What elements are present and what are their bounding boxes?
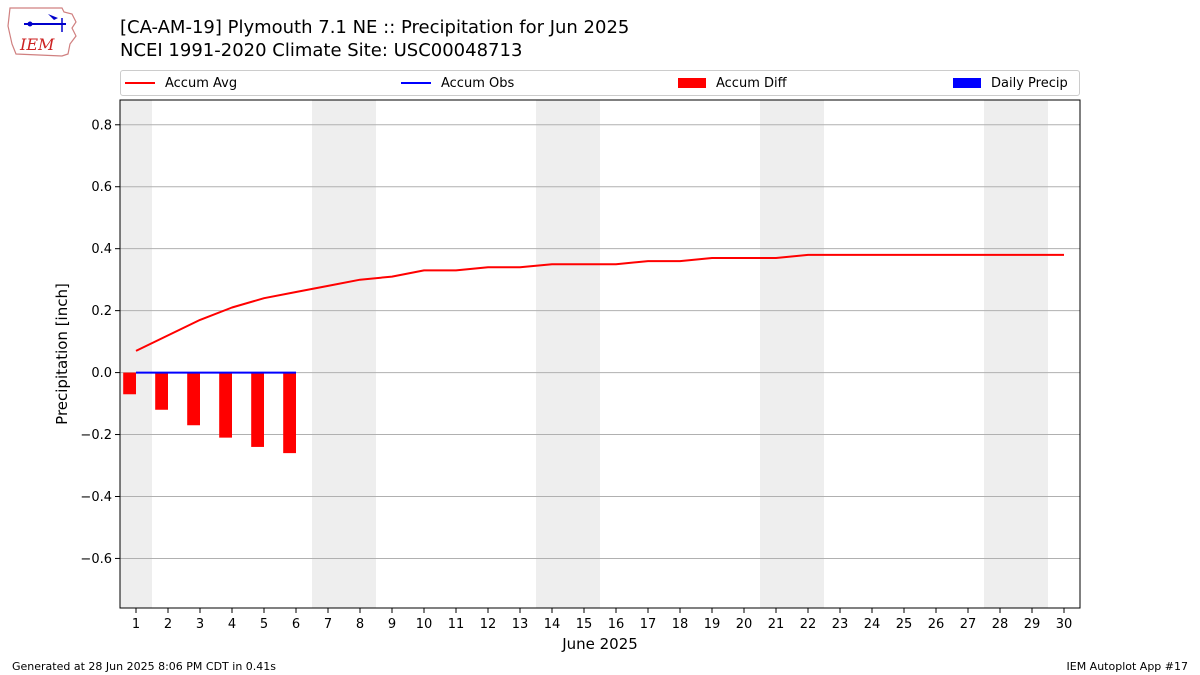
x-tick-label: 14 [544, 617, 561, 632]
x-tick-label: 11 [448, 617, 465, 632]
weekend-shading [120, 100, 1048, 608]
legend-label-accum-obs: Accum Obs [441, 75, 515, 91]
x-tick-label: 22 [800, 617, 817, 632]
bar-accum-diff [219, 372, 232, 438]
x-tick-label: 2 [164, 617, 172, 632]
x-tick-label: 19 [704, 617, 721, 632]
weekend-band [984, 100, 1048, 608]
legend-label-accum-avg: Accum Avg [165, 75, 238, 91]
x-tick-label: 17 [640, 617, 657, 632]
y-tick-label: 0.8 [91, 118, 112, 133]
chart-title: [CA-AM-19] Plymouth 7.1 NE :: Precipitat… [120, 17, 630, 38]
plot-frame [119, 99, 1081, 609]
iem-logo: IEM [7, 7, 77, 57]
x-axis-ticks: 1 2 3 4 5 6 7 8 9 10 11 12 13 14 15 16 17 18 19 20 21 22 23 24 2… [132, 608, 1072, 632]
y-tick-label: −0.4 [80, 490, 112, 505]
x-tick-label: 9 [388, 617, 396, 632]
bar-accum-diff [187, 372, 200, 426]
weekend-band [120, 100, 152, 608]
bar-accum-diff [283, 372, 296, 454]
legend-swatch-accum-diff [678, 78, 706, 88]
x-tick-label: 30 [1056, 617, 1073, 632]
legend-item-accum-obs: Accum Obs [401, 74, 514, 92]
line-series [135, 253, 1064, 374]
x-tick-label: 10 [416, 617, 433, 632]
x-tick-label: 18 [672, 617, 689, 632]
x-tick-label: 16 [608, 617, 625, 632]
legend-swatch-daily-precip [953, 78, 981, 88]
x-tick-label: 6 [292, 617, 300, 632]
legend-item-accum-avg: Accum Avg [125, 74, 237, 92]
y-axis-label: Precipitation [inch] [53, 283, 71, 425]
logo-text: IEM [19, 35, 55, 54]
y-axis-ticks: −0.6 −0.4 −0.2 0.0 0.2 0.4 0.6 0.8 [80, 118, 120, 567]
x-tick-label: 21 [768, 617, 785, 632]
legend-item-accum-diff: Accum Diff [678, 74, 787, 92]
x-tick-label: 5 [260, 617, 268, 632]
legend-label-accum-diff: Accum Diff [716, 75, 787, 91]
x-axis-label: June 2025 [561, 635, 638, 653]
weekend-band [536, 100, 600, 608]
legend-swatch-accum-obs [401, 82, 431, 84]
x-tick-label: 24 [864, 617, 881, 632]
x-tick-label: 1 [132, 617, 140, 632]
y-tick-label: 0.0 [91, 366, 112, 381]
y-tick-label: −0.6 [80, 552, 112, 567]
legend-item-daily-precip: Daily Precip [953, 74, 1068, 92]
line-accum-avg [135, 253, 1064, 352]
legend: Accum Avg Accum Obs Accum Diff Daily Pre… [120, 70, 1080, 96]
app-credit: IEM Autoplot App #17 [1066, 660, 1189, 673]
x-tick-label: 13 [512, 617, 529, 632]
x-tick-label: 8 [356, 617, 364, 632]
y-tick-label: 0.2 [91, 304, 112, 319]
weekend-band [312, 100, 376, 608]
generated-timestamp: Generated at 28 Jun 2025 8:06 PM CDT in … [12, 660, 277, 673]
x-tick-label: 27 [960, 617, 977, 632]
x-tick-label: 29 [1024, 617, 1041, 632]
bar-series [123, 372, 296, 454]
x-tick-label: 20 [736, 617, 753, 632]
x-tick-label: 12 [480, 617, 497, 632]
chart-subtitle: NCEI 1991-2020 Climate Site: USC00048713 [120, 40, 523, 61]
x-tick-label: 3 [196, 617, 204, 632]
x-tick-label: 25 [896, 617, 913, 632]
y-tick-label: 0.4 [91, 242, 112, 257]
x-tick-label: 28 [992, 617, 1009, 632]
x-tick-label: 23 [832, 617, 849, 632]
y-tick-label: 0.6 [91, 180, 112, 195]
bar-accum-diff [251, 372, 264, 447]
legend-label-daily-precip: Daily Precip [991, 75, 1068, 91]
legend-swatch-accum-avg [125, 82, 155, 84]
y-tick-label: −0.2 [80, 428, 112, 443]
y-gridlines [120, 124, 1080, 559]
weekend-band [760, 100, 824, 608]
x-tick-label: 26 [928, 617, 945, 632]
bar-accum-diff [123, 372, 136, 395]
bar-accum-diff [155, 372, 168, 410]
x-tick-label: 4 [228, 617, 236, 632]
x-tick-label: 7 [324, 617, 332, 632]
x-tick-label: 15 [576, 617, 593, 632]
